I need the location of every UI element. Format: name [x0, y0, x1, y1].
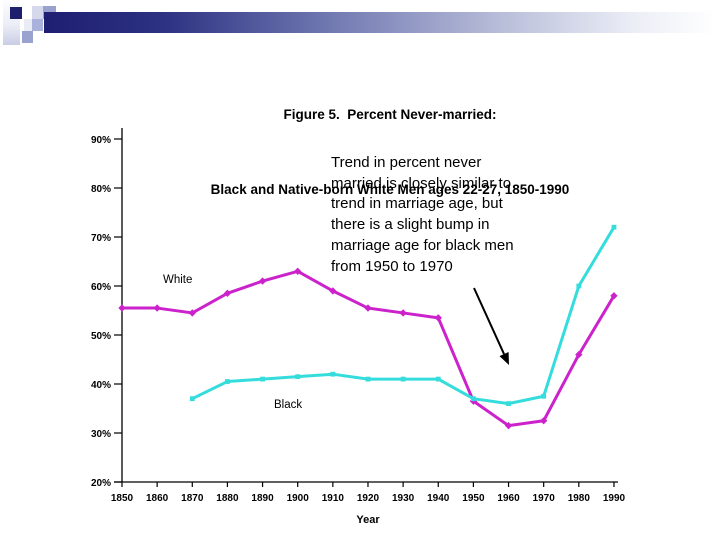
y-tick-label: 40% [91, 380, 111, 391]
annotation-arrow-line [473, 287, 505, 355]
x-tick-label: 1860 [146, 493, 169, 504]
white-marker [329, 287, 337, 295]
slide-title-line1: Figure 5. Percent Never-married: [283, 107, 497, 122]
white-marker [294, 267, 302, 275]
black-marker [225, 379, 230, 384]
white-series-label: White [163, 274, 193, 286]
black-marker [576, 283, 582, 289]
annotation-text: Trend in percent never married is closel… [331, 154, 514, 275]
black-marker [330, 371, 336, 377]
white-marker [504, 421, 513, 430]
white-marker [575, 350, 583, 359]
x-tick-label: 1930 [392, 493, 415, 504]
black-marker [189, 396, 195, 402]
x-tick-label: 1870 [181, 493, 204, 504]
black-marker [400, 376, 406, 382]
white-marker [364, 304, 372, 312]
y-tick-label: 30% [91, 429, 111, 440]
white-marker [610, 292, 618, 300]
y-tick-label: 20% [91, 478, 111, 489]
x-tick-label: 1910 [322, 493, 345, 504]
black-marker [471, 396, 476, 402]
black-marker [541, 393, 547, 399]
decoration-square [24, 19, 32, 31]
white-line [122, 269, 616, 428]
decoration-navy-square [10, 7, 22, 19]
black-marker [611, 224, 617, 230]
white-marker [540, 417, 548, 425]
white-marker [399, 309, 407, 317]
black-marker [295, 374, 301, 380]
black-series-label: Black [274, 399, 303, 411]
x-tick-label: 1980 [568, 493, 591, 504]
annotation-arrowhead [499, 352, 509, 365]
slide-title-line2: Black and Native-born White Men ages 22-… [210, 182, 570, 197]
black-marker [435, 376, 441, 382]
x-tick-label: 1970 [533, 493, 556, 504]
decoration-square [32, 6, 43, 19]
decoration-square [22, 31, 33, 43]
x-tick-label: 1990 [603, 493, 626, 504]
x-tick-label: 1950 [462, 493, 485, 504]
black-marker [365, 376, 371, 382]
x-tick-label: 1900 [287, 493, 310, 504]
black-marker [260, 376, 265, 382]
white-marker [223, 289, 232, 298]
x-tick-label: 1880 [216, 493, 239, 504]
x-tick-label: 1920 [357, 493, 380, 504]
white-marker [258, 277, 267, 285]
y-tick-label: 70% [91, 233, 111, 244]
y-tick-label: 90% [91, 135, 111, 146]
white-marker [153, 304, 161, 312]
x-axis-title: Year [356, 514, 380, 526]
decoration-square [32, 19, 43, 31]
white-marker [434, 314, 442, 322]
x-tick-label: 1890 [251, 493, 274, 504]
y-tick-label: 50% [91, 331, 111, 342]
x-tick-label: 1940 [427, 493, 450, 504]
decoration-gradient-bar [44, 12, 715, 33]
white-marker [118, 304, 126, 312]
slide-title: Figure 5. Percent Never-married: Black a… [60, 52, 720, 252]
x-tick-label: 1960 [497, 493, 520, 504]
black-marker [506, 401, 511, 406]
x-tick-label: 1850 [111, 493, 134, 504]
y-tick-label: 80% [91, 184, 111, 195]
y-tick-label: 60% [91, 282, 111, 293]
white-marker [188, 309, 196, 317]
